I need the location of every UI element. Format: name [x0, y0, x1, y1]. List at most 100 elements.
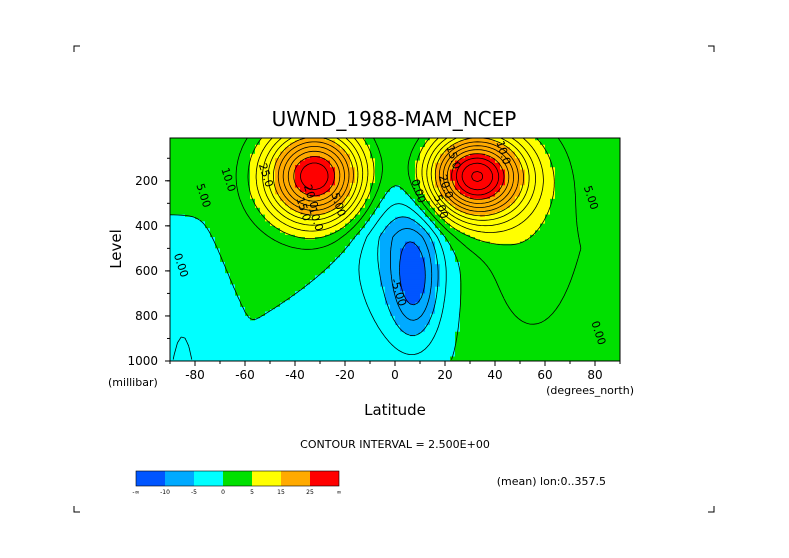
- field-cell: [335, 219, 341, 222]
- field-cell: [300, 329, 306, 333]
- field-cell: [280, 151, 286, 155]
- field-cell: [175, 284, 181, 288]
- field-cell: [415, 318, 421, 322]
- field-cell: [195, 210, 201, 213]
- field-cell: [390, 216, 396, 220]
- field-cell: [225, 212, 231, 216]
- field-cell: [215, 322, 221, 326]
- field-cell: [305, 342, 311, 346]
- field-cell: [225, 252, 231, 256]
- field-cell: [215, 221, 221, 225]
- field-cell: [250, 241, 256, 245]
- field-cell: [320, 351, 326, 355]
- field-cell: [280, 216, 286, 220]
- field-cell: [255, 196, 261, 200]
- field-cell: [295, 268, 301, 272]
- field-cell: [250, 194, 256, 198]
- field-cell: [380, 178, 386, 182]
- field-cell: [415, 248, 421, 252]
- field-cell: [305, 187, 311, 191]
- field-cell: [215, 243, 221, 247]
- field-cell: [355, 201, 361, 204]
- field-cell: [310, 291, 316, 295]
- field-cell: [365, 345, 371, 349]
- field-cell: [320, 194, 326, 198]
- field-cell: [255, 205, 261, 209]
- field-cell: [335, 259, 341, 263]
- field-cell: [395, 234, 401, 238]
- field-cell: [310, 142, 316, 146]
- field-cell: [320, 255, 326, 258]
- field-cell: [215, 241, 221, 245]
- field-cell: [280, 162, 286, 166]
- field-cell: [375, 167, 381, 171]
- field-cell: [280, 178, 286, 182]
- field-cell: [210, 214, 216, 218]
- field-cell: [185, 347, 191, 351]
- field-cell: [380, 279, 386, 283]
- field-cell: [405, 322, 411, 326]
- field-cell: [285, 356, 291, 360]
- field-cell: [375, 338, 381, 342]
- field-cell: [300, 297, 306, 301]
- field-cell: [400, 356, 406, 360]
- field-cell: [420, 169, 426, 173]
- field-cell: [180, 261, 186, 265]
- field-cell: [300, 284, 306, 288]
- field-cell: [225, 160, 231, 164]
- field-cell: [200, 176, 206, 180]
- field-cell: [345, 293, 351, 297]
- field-cell: [225, 322, 231, 326]
- field-cell: [355, 252, 361, 256]
- field-cell: [255, 149, 261, 153]
- field-cell: [290, 277, 296, 281]
- field-cell: [315, 313, 321, 317]
- field-cell: [390, 349, 396, 353]
- field-cell: [295, 313, 301, 317]
- field-cell: [270, 165, 276, 168]
- field-cell: [330, 300, 336, 304]
- field-cell: [240, 311, 246, 315]
- field-cell: [265, 351, 271, 355]
- field-cell: [210, 221, 216, 225]
- field-cell: [210, 275, 216, 279]
- field-cell: [175, 212, 181, 216]
- field-cell: [255, 221, 261, 225]
- field-cell: [275, 198, 281, 202]
- field-cell: [230, 214, 236, 218]
- field-cell: [235, 156, 241, 159]
- field-cell: [285, 252, 291, 256]
- field-cell: [380, 295, 386, 299]
- field-cell: [270, 183, 276, 186]
- field-cell: [265, 252, 271, 256]
- field-cell: [330, 259, 336, 263]
- field-cell: [285, 239, 291, 243]
- field-cell: [210, 198, 216, 202]
- field-cell: [290, 320, 296, 324]
- field-cell: [405, 160, 411, 164]
- field-cell: [310, 210, 316, 213]
- field-cell: [300, 187, 306, 191]
- field-cell: [255, 144, 261, 148]
- field-cell: [270, 198, 276, 202]
- field-cell: [415, 243, 421, 247]
- field-cell: [225, 275, 231, 279]
- field-cell: [220, 176, 226, 180]
- field-cell: [335, 187, 341, 191]
- field-cell: [405, 252, 411, 256]
- field-cell: [220, 273, 226, 276]
- field-cell: [365, 284, 371, 288]
- field-cell: [370, 187, 376, 191]
- field-cell: [270, 261, 276, 265]
- field-cell: [195, 140, 201, 144]
- field-cell: [175, 351, 181, 355]
- field-cell: [350, 270, 356, 274]
- field-cell: [340, 243, 346, 247]
- field-cell: [200, 252, 206, 256]
- field-cell: [255, 354, 261, 358]
- field-cell: [335, 194, 341, 198]
- field-cell: [235, 270, 241, 274]
- field-cell: [300, 162, 306, 166]
- field-cell: [405, 158, 411, 162]
- field-cell: [385, 342, 391, 346]
